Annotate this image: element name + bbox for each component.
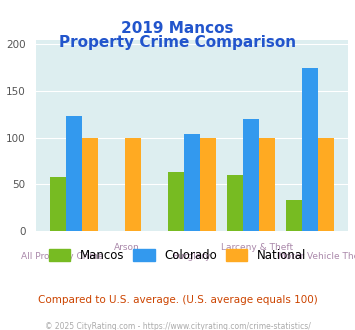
Bar bbox=[184, 134, 200, 231]
Bar bbox=[82, 138, 98, 231]
Text: Burglary: Burglary bbox=[173, 252, 211, 261]
Text: Motor Vehicle Theft: Motor Vehicle Theft bbox=[278, 252, 355, 261]
Text: Larceny & Theft: Larceny & Theft bbox=[220, 243, 293, 251]
Bar bbox=[318, 138, 334, 231]
Bar bbox=[125, 138, 141, 231]
Text: Property Crime Comparison: Property Crime Comparison bbox=[59, 35, 296, 50]
Bar bbox=[259, 138, 275, 231]
Text: All Property Crime: All Property Crime bbox=[21, 252, 103, 261]
Bar bbox=[168, 172, 184, 231]
Text: © 2025 CityRating.com - https://www.cityrating.com/crime-statistics/: © 2025 CityRating.com - https://www.city… bbox=[45, 322, 310, 330]
Bar bbox=[50, 177, 66, 231]
Bar bbox=[200, 138, 215, 231]
Bar bbox=[66, 116, 82, 231]
Bar bbox=[302, 68, 318, 231]
Text: Arson: Arson bbox=[114, 243, 140, 251]
Legend: Mancos, Colorado, National: Mancos, Colorado, National bbox=[44, 244, 311, 266]
Bar bbox=[227, 175, 243, 231]
Bar bbox=[243, 119, 259, 231]
Text: 2019 Mancos: 2019 Mancos bbox=[121, 21, 234, 36]
Bar bbox=[286, 200, 302, 231]
Text: Compared to U.S. average. (U.S. average equals 100): Compared to U.S. average. (U.S. average … bbox=[38, 295, 317, 305]
